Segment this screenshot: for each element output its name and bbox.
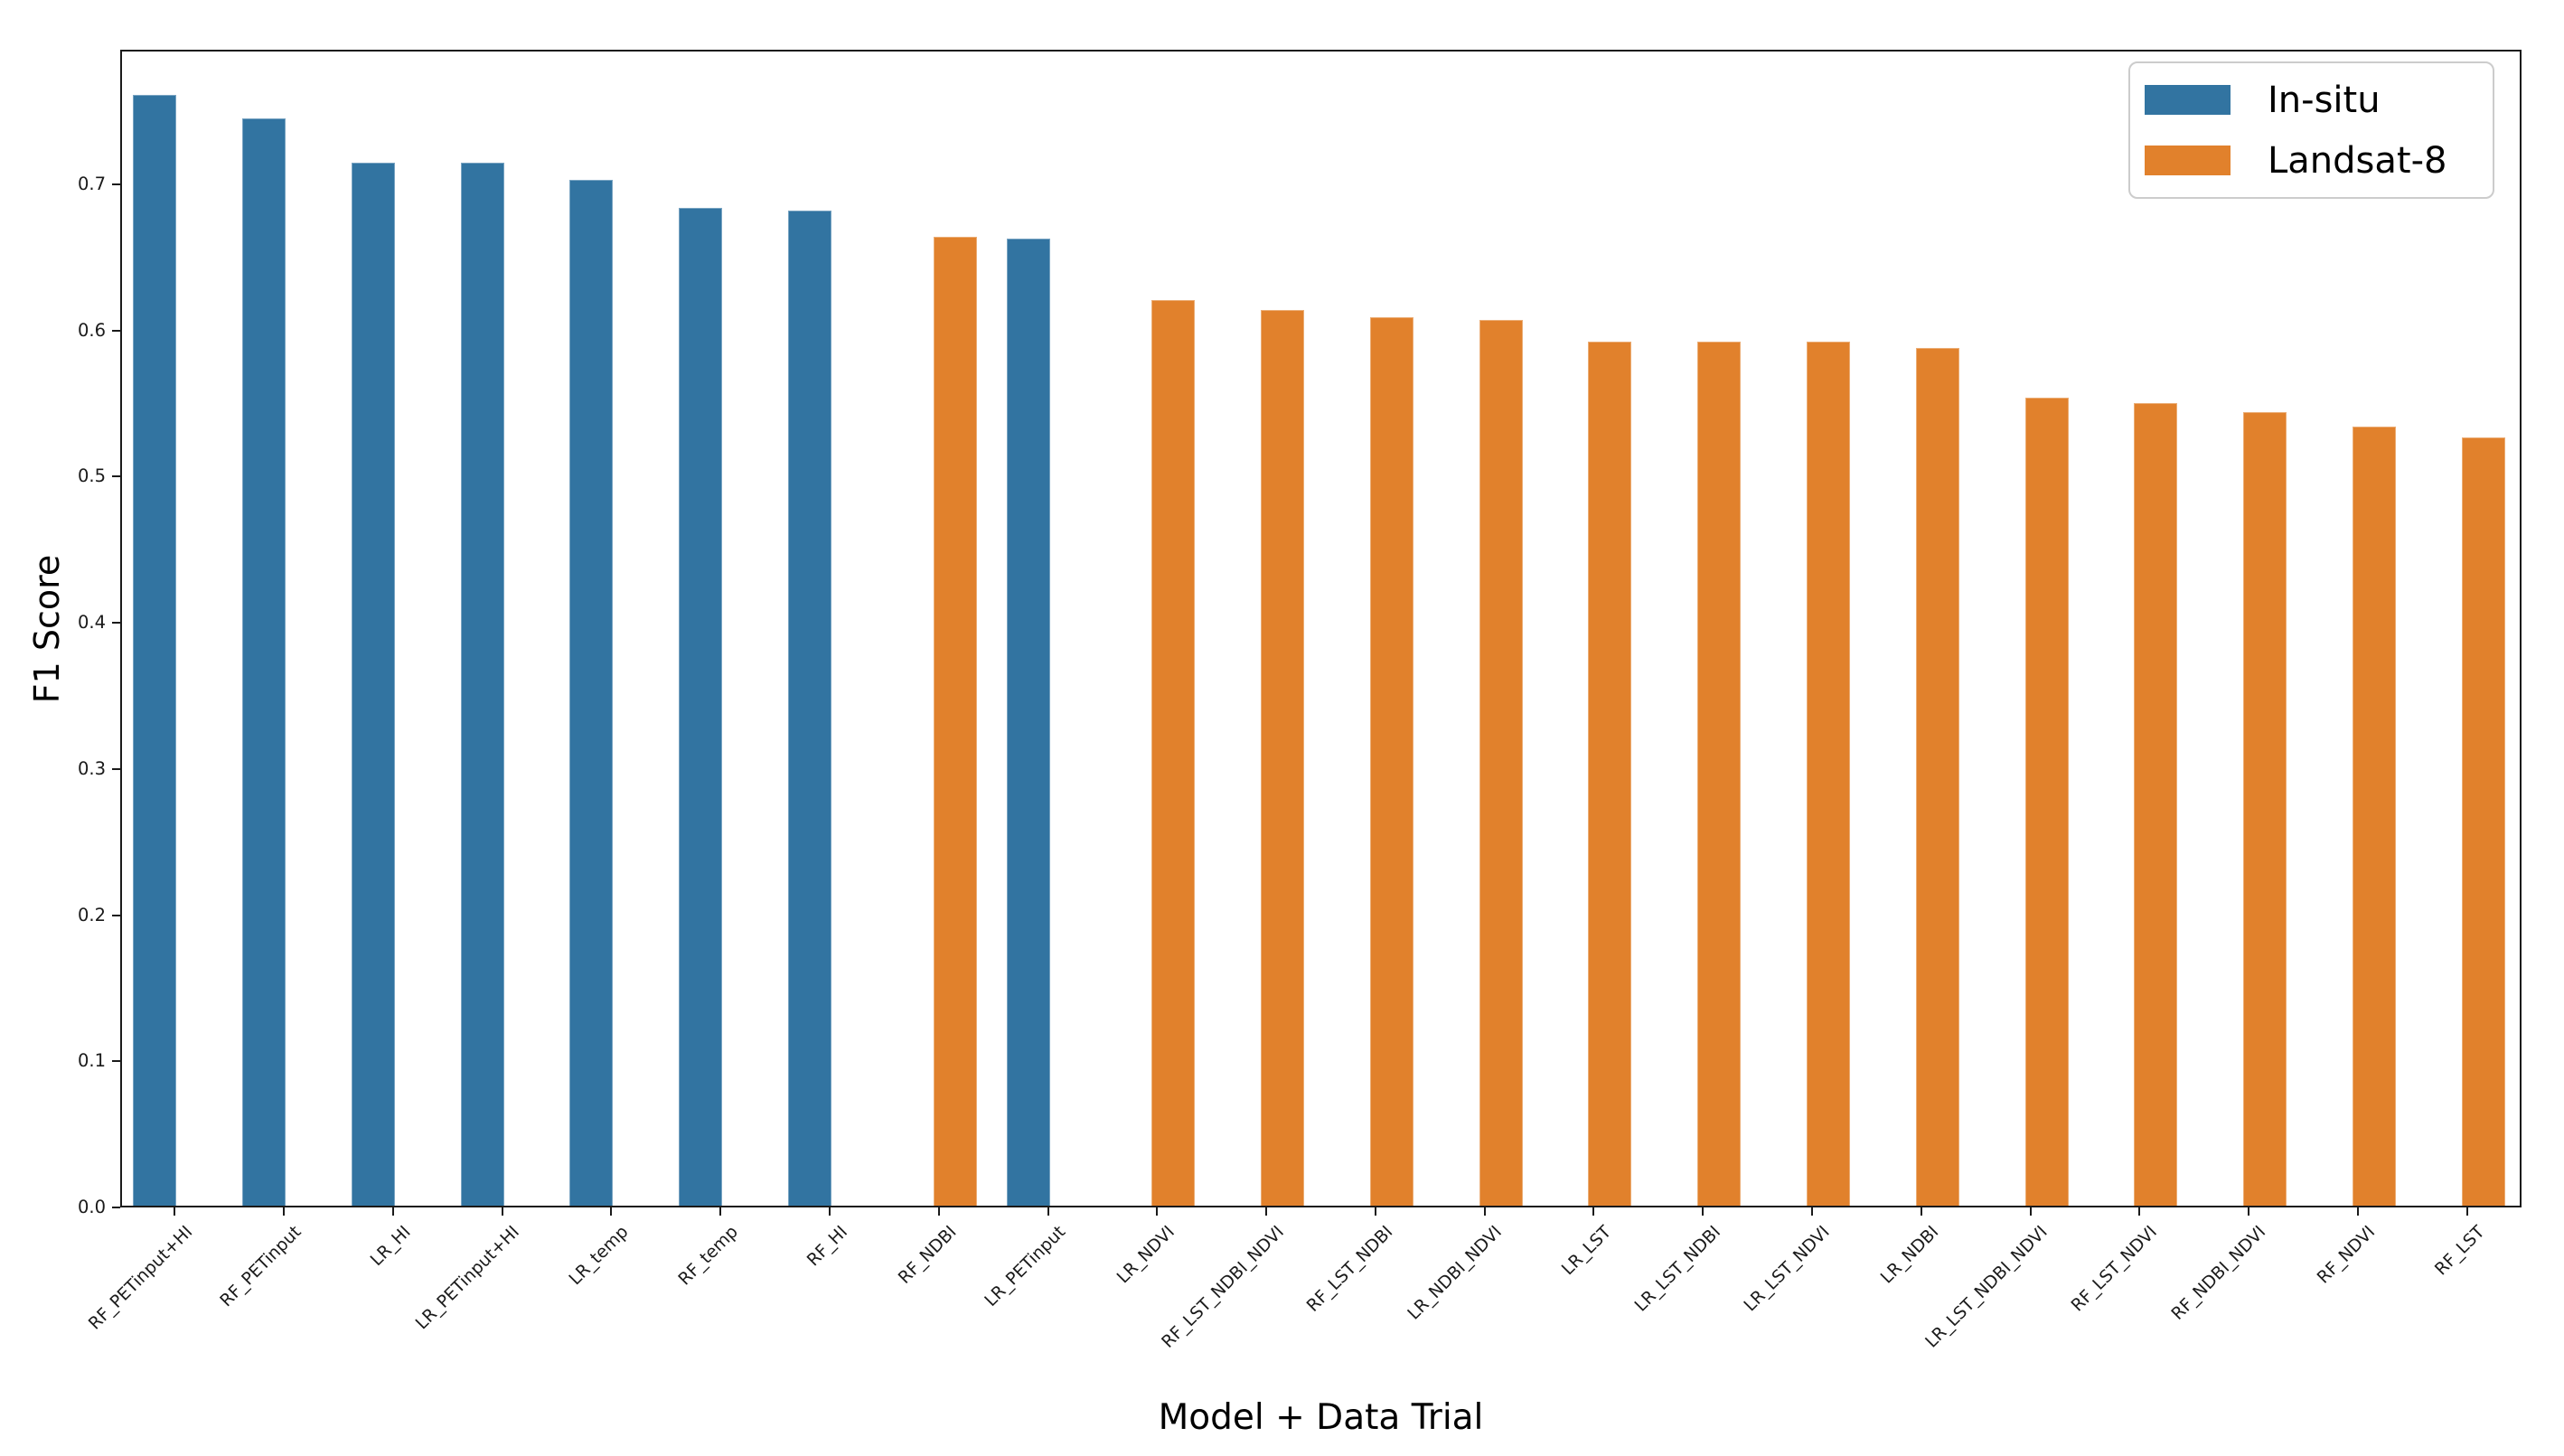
y-tick-mark	[112, 622, 120, 625]
x-tick-mark	[1265, 1207, 1268, 1216]
legend-swatch-landsat8	[2145, 146, 2231, 175]
bar-LR_NDBI	[1915, 347, 1959, 1207]
bar-LR_PETinput	[1006, 238, 1050, 1207]
y-tick-mark	[112, 329, 120, 332]
y-tick-label: 0.2	[77, 904, 106, 925]
legend-item-insitu: In-situ	[2145, 72, 2478, 127]
bar-LR_PETinput+HI	[460, 162, 504, 1207]
x-tick-mark	[2138, 1207, 2141, 1216]
x-tick-label: LR_PETinput	[981, 1222, 1070, 1311]
bar-LR_temp	[569, 179, 614, 1207]
x-tick-mark	[1047, 1207, 1049, 1216]
x-tick-label: LR_LST_NDVI	[1740, 1222, 1834, 1316]
y-tick-label: 0.0	[77, 1197, 106, 1217]
x-tick-label: RF_LST_NDBI_NDVI	[1157, 1222, 1288, 1352]
x-tick-mark	[1810, 1207, 1813, 1216]
x-tick-label: LR_HI	[366, 1222, 415, 1271]
bar-RF_LST_NDVI	[2134, 403, 2178, 1207]
y-tick-mark	[112, 1060, 120, 1063]
bar-LR_LST_NDBI	[1697, 342, 1742, 1207]
x-tick-label: LR_LST	[1557, 1222, 1615, 1280]
x-tick-mark	[1156, 1207, 1159, 1216]
x-tick-mark	[2029, 1207, 2032, 1216]
x-tick-label: RF_NDVI	[2313, 1222, 2380, 1288]
x-tick-mark	[937, 1207, 940, 1216]
x-tick-label: RF_HI	[803, 1222, 851, 1271]
bar-RF_NDBI	[933, 237, 977, 1207]
legend-swatch-insitu	[2145, 85, 2231, 115]
y-tick-label: 0.1	[77, 1050, 106, 1072]
x-tick-mark	[2465, 1207, 2468, 1216]
bar-RF_temp	[679, 207, 723, 1207]
legend-label-insitu: In-situ	[2268, 79, 2381, 121]
y-tick-label: 0.6	[77, 319, 106, 341]
x-tick-mark	[1702, 1207, 1705, 1216]
bar-RF_PETinput+HI	[133, 95, 177, 1207]
legend-label-landsat8: Landsat-8	[2268, 139, 2447, 182]
y-axis-label: F1 Score	[27, 554, 67, 703]
x-tick-label: LR_LST_NDBI	[1630, 1222, 1724, 1316]
x-tick-label: LR_PETinput+HI	[411, 1222, 524, 1334]
legend: In-situ Landsat-8	[2128, 61, 2494, 199]
x-tick-label: RF_temp	[674, 1222, 742, 1290]
bar-RF_HI	[788, 210, 832, 1207]
x-tick-mark	[174, 1207, 176, 1216]
x-tick-mark	[1374, 1207, 1376, 1216]
x-tick-mark	[391, 1207, 394, 1216]
x-tick-mark	[1920, 1207, 1922, 1216]
bar-LR_NDVI	[1151, 299, 1196, 1207]
bar-LR_NDBI_NDVI	[1479, 320, 1523, 1207]
legend-item-landsat8: Landsat-8	[2145, 133, 2478, 188]
x-tick-label: LR_NDVI	[1113, 1222, 1179, 1288]
x-tick-label: LR_LST_NDBI_NDVI	[1921, 1222, 2052, 1352]
y-tick-mark	[112, 475, 120, 478]
y-tick-mark	[112, 914, 120, 916]
x-tick-mark	[2356, 1207, 2359, 1216]
x-tick-label: RF_LST_NDBI	[1302, 1222, 1397, 1316]
bar-RF_LST	[2461, 437, 2505, 1207]
x-tick-label: RF_LST_NDVI	[2067, 1222, 2161, 1316]
x-tick-mark	[610, 1207, 613, 1216]
x-tick-label: RF_NDBI_NDVI	[2167, 1222, 2270, 1324]
bar-RF_NDBI_NDVI	[2243, 412, 2287, 1207]
bar-RF_NDVI	[2352, 427, 2396, 1207]
x-tick-mark	[1483, 1207, 1486, 1216]
y-tick-mark	[112, 767, 120, 770]
bar-LR_HI	[351, 162, 395, 1207]
x-tick-mark	[283, 1207, 286, 1216]
bar-RF_LST_NDBI_NDVI	[1261, 309, 1305, 1207]
y-tick-label: 0.3	[77, 757, 106, 779]
x-tick-label: RF_LST	[2430, 1222, 2489, 1280]
y-tick-label: 0.5	[77, 465, 106, 487]
x-tick-label: LR_temp	[565, 1222, 634, 1290]
y-tick-label: 0.4	[77, 612, 106, 634]
y-tick-mark	[112, 1207, 120, 1208]
x-tick-mark	[719, 1207, 722, 1216]
x-tick-label: RF_PETinput+HI	[84, 1222, 196, 1334]
bar-LR_LST	[1588, 342, 1632, 1207]
x-tick-mark	[1592, 1207, 1595, 1216]
bar-RF_LST_NDBI	[1369, 316, 1413, 1207]
x-tick-label: LR_NDBI_NDVI	[1404, 1222, 1507, 1324]
x-axis-label: Model + Data Trial	[1158, 1397, 1484, 1438]
x-tick-label: LR_NDBI	[1876, 1222, 1943, 1288]
x-tick-mark	[2248, 1207, 2250, 1216]
bar-LR_LST_NDVI	[1806, 342, 1850, 1207]
x-tick-mark	[829, 1207, 831, 1216]
bar-RF_PETinput	[242, 118, 286, 1207]
bar-LR_LST_NDBI_NDVI	[2024, 397, 2069, 1207]
x-tick-label: RF_PETinput	[216, 1222, 305, 1311]
x-tick-label: RF_NDBI	[894, 1222, 961, 1288]
x-tick-mark	[501, 1207, 503, 1216]
y-tick-mark	[112, 183, 120, 185]
y-tick-label: 0.7	[77, 173, 106, 194]
